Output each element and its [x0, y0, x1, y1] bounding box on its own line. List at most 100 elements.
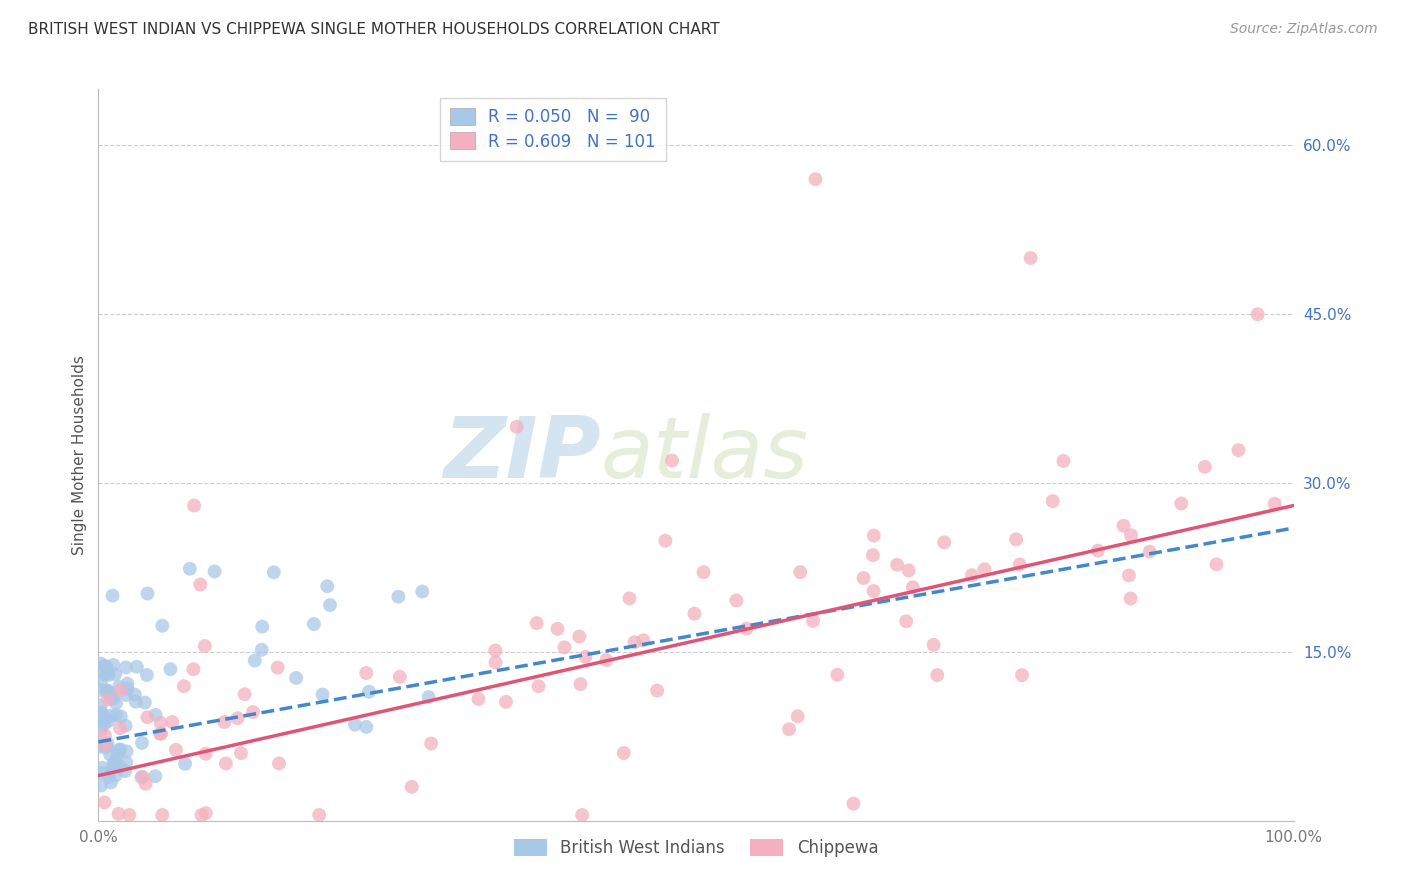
Point [267, 756, 290, 771]
Text: Source: ZipAtlas.com: Source: ZipAtlas.com [1230, 22, 1378, 37]
Point [215, 756, 238, 771]
Point [90, 706, 112, 720]
Point [97, 770, 120, 784]
Point [973, 562, 995, 576]
Point [100, 775, 122, 789]
Point [96, 683, 118, 698]
Point [90, 739, 112, 754]
Point [91, 706, 114, 721]
Point [1194, 459, 1216, 474]
Point [896, 614, 918, 628]
Point [135, 668, 157, 682]
Point [98, 685, 121, 699]
Point [108, 721, 131, 735]
Point [623, 635, 645, 649]
Point [595, 653, 617, 667]
Point [804, 172, 827, 186]
Point [242, 705, 264, 719]
Point [1139, 544, 1161, 558]
Point [356, 720, 378, 734]
Point [114, 719, 136, 733]
Point [619, 591, 641, 606]
Point [101, 589, 124, 603]
Point [115, 744, 138, 758]
Point [571, 808, 593, 822]
Point [852, 571, 875, 585]
Point [1118, 568, 1140, 582]
Point [110, 742, 132, 756]
Point [114, 764, 136, 778]
Point [495, 695, 517, 709]
Point [110, 709, 132, 723]
Point [149, 715, 172, 730]
Point [467, 692, 489, 706]
Point [94, 740, 117, 755]
Point [1170, 496, 1192, 510]
Point [110, 760, 132, 774]
Point [285, 671, 308, 685]
Point [319, 598, 342, 612]
Point [135, 777, 157, 791]
Point [233, 687, 256, 701]
Point [91, 761, 114, 775]
Point [934, 535, 956, 549]
Point [645, 683, 668, 698]
Point [117, 681, 139, 696]
Point [165, 743, 187, 757]
Point [183, 499, 205, 513]
Point [827, 667, 849, 681]
Point [90, 709, 112, 723]
Point [104, 708, 127, 723]
Point [183, 662, 205, 676]
Point [101, 763, 124, 777]
Point [94, 668, 117, 682]
Point [98, 747, 121, 762]
Point [1264, 497, 1286, 511]
Point [90, 779, 112, 793]
Text: ZIP: ZIP [443, 413, 600, 497]
Point [103, 761, 125, 775]
Point [960, 568, 983, 582]
Point [354, 665, 377, 680]
Point [401, 780, 423, 794]
Point [124, 688, 146, 702]
Point [97, 668, 120, 682]
Point [633, 633, 655, 648]
Point [302, 617, 325, 632]
Point [107, 743, 129, 757]
Point [90, 711, 112, 725]
Point [897, 563, 920, 577]
Point [204, 565, 226, 579]
Point [484, 656, 506, 670]
Point [229, 746, 252, 760]
Point [568, 630, 591, 644]
Point [115, 756, 138, 770]
Point [1052, 454, 1074, 468]
Point [96, 736, 118, 750]
Point [143, 769, 166, 783]
Point [115, 688, 138, 702]
Point [801, 614, 824, 628]
Point [526, 616, 548, 631]
Point [886, 558, 908, 572]
Point [125, 695, 148, 709]
Point [150, 726, 173, 740]
Point [506, 419, 529, 434]
Point [91, 738, 114, 752]
Point [862, 584, 884, 599]
Point [1011, 668, 1033, 682]
Point [735, 622, 758, 636]
Point [134, 696, 156, 710]
Point [100, 691, 122, 706]
Point [862, 548, 884, 562]
Point [1042, 494, 1064, 508]
Point [125, 660, 148, 674]
Point [90, 698, 112, 713]
Point [117, 676, 139, 690]
Point [100, 708, 122, 723]
Point [150, 808, 173, 822]
Point [131, 770, 153, 784]
Point [132, 770, 155, 784]
Point [553, 640, 575, 655]
Point [131, 736, 153, 750]
